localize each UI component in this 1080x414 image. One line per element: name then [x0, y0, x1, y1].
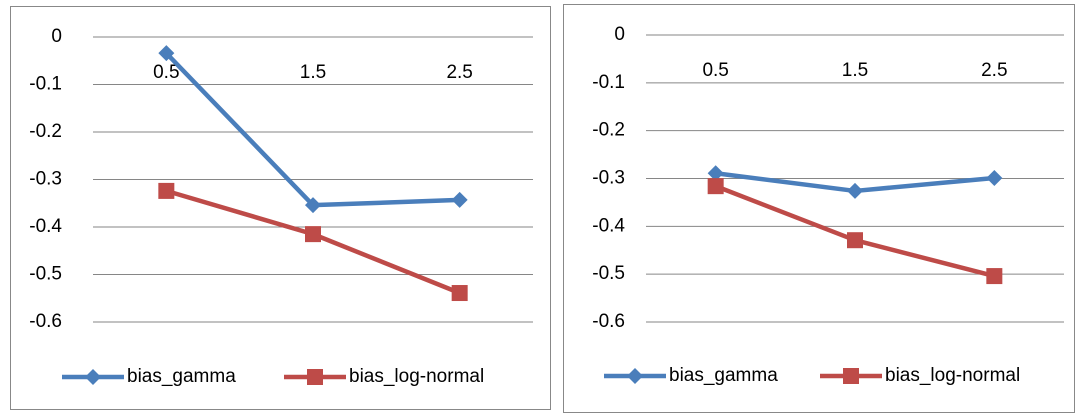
marker: [986, 268, 1003, 285]
y-tick-label: 0: [614, 24, 625, 45]
marker: [707, 178, 724, 195]
marker: [847, 182, 863, 199]
y-tick-label: -0.5: [592, 263, 625, 284]
y-tick-label: -0.2: [592, 120, 625, 141]
marker: [307, 369, 323, 385]
x-tick-label: 2.5: [981, 60, 1007, 81]
y-tick-label: -0.5: [29, 264, 62, 285]
x-tick-label: 0.5: [702, 60, 728, 81]
x-tick-label: 1.5: [842, 60, 868, 81]
series-line: [714, 184, 995, 279]
marker: [847, 232, 863, 249]
chart-frame: [10, 6, 551, 410]
marker: [843, 368, 859, 384]
marker: [305, 197, 321, 214]
y-tick-label: -0.2: [29, 121, 62, 142]
legend-label: bias_gamma: [669, 365, 778, 386]
y-tick-label: -0.6: [592, 311, 625, 332]
y-tick-label: -0.3: [592, 168, 625, 189]
y-tick-label: -0.1: [592, 72, 625, 93]
marker: [305, 226, 321, 243]
marker: [451, 285, 468, 302]
y-tick-label: -0.6: [29, 311, 62, 332]
x-tick-label: 0.5: [153, 62, 179, 83]
marker: [986, 170, 1003, 187]
marker: [627, 368, 643, 384]
x-tick-label: 1.5: [300, 62, 326, 83]
legend-label: bias_gamma: [127, 366, 236, 387]
y-tick-label: -0.3: [29, 169, 62, 190]
y-tick-label: 0: [51, 26, 62, 47]
chart-frame: [563, 4, 1075, 413]
marker: [85, 369, 101, 385]
legend-label: bias_log-normal: [349, 366, 484, 387]
marker: [451, 191, 468, 208]
legend-label: bias_log-normal: [885, 365, 1020, 386]
y-tick-label: -0.4: [592, 215, 625, 236]
marker: [158, 45, 175, 62]
x-tick-label: 2.5: [446, 62, 472, 83]
marker: [707, 165, 724, 182]
marker: [158, 182, 175, 199]
y-tick-label: -0.4: [29, 216, 62, 237]
y-tick-label: -0.1: [29, 74, 62, 95]
